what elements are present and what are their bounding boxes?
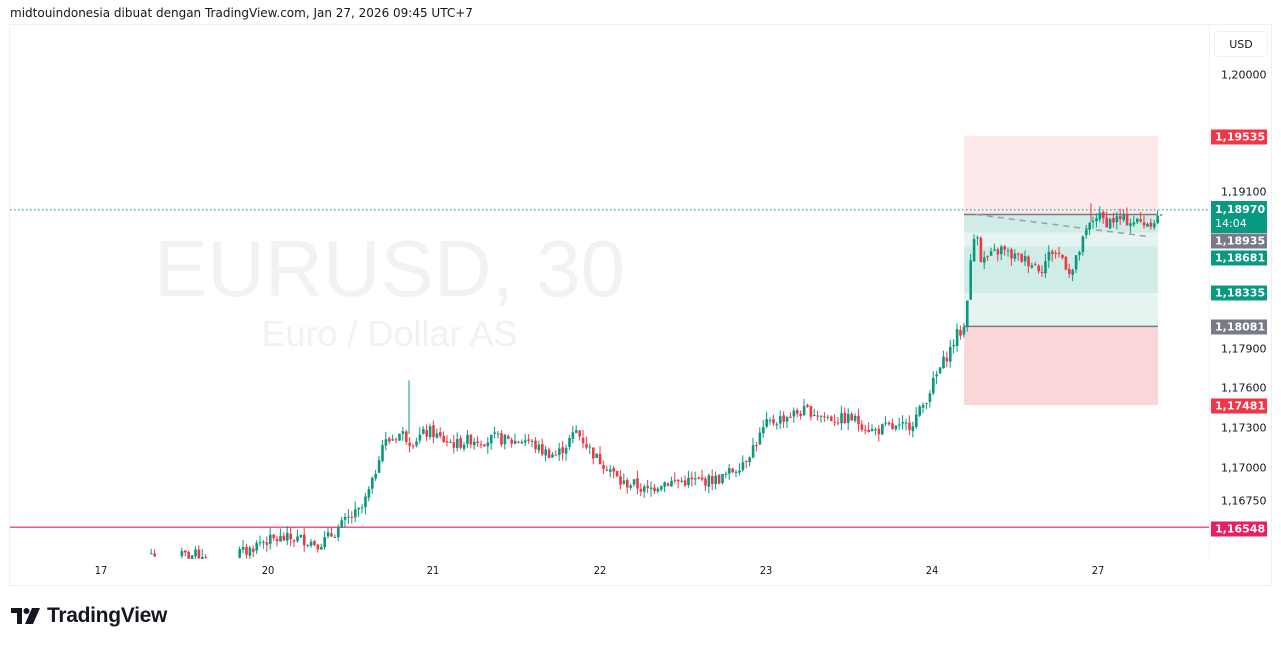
chart-attribution: midtouindonesia dibuat dengan TradingVie… bbox=[10, 6, 473, 20]
chart-plot-area[interactable]: EURUSD, 30 Euro / Dollar AS bbox=[10, 25, 1209, 559]
stop-price-tag: 1,17481 bbox=[1211, 398, 1267, 414]
entry-price-tag: 1,18081 bbox=[1211, 319, 1267, 335]
price-tick: 1,16750 bbox=[1221, 494, 1267, 508]
price-tick: 1,19100 bbox=[1221, 185, 1267, 199]
time-tick: 23 bbox=[759, 564, 773, 577]
price-tick: 1,17600 bbox=[1221, 381, 1267, 395]
price-tick: 1,17000 bbox=[1221, 461, 1267, 475]
horizontal-line-tag: 1,16548 bbox=[1211, 521, 1267, 537]
time-tick: 20 bbox=[261, 564, 275, 577]
candlestick-chart bbox=[10, 135, 1209, 559]
target-price-tag: 1,19535 bbox=[1211, 129, 1267, 145]
tradingview-logo-icon bbox=[11, 608, 40, 624]
time-axis[interactable]: 17 20 21 22 23 24 27 bbox=[10, 559, 1209, 585]
time-tick: 27 bbox=[1091, 564, 1105, 577]
time-tick: 24 bbox=[925, 564, 939, 577]
time-tick: 21 bbox=[426, 564, 440, 577]
price-axis[interactable]: USD 1,20000 1,19100 1,17900 1,17600 1,17… bbox=[1209, 25, 1272, 559]
price-tick: 1,17900 bbox=[1221, 342, 1267, 356]
last-price-tag: 1,18970 14:04 bbox=[1211, 201, 1267, 233]
gray-level-tag: 1,18935 bbox=[1211, 233, 1267, 249]
last-price-value: 1,18970 bbox=[1215, 203, 1266, 216]
price-tick: 1,20000 bbox=[1221, 68, 1267, 82]
green-lower-tag: 1,18335 bbox=[1211, 285, 1267, 301]
tradingview-brand: TradingView bbox=[47, 604, 168, 627]
bar-countdown: 14:04 bbox=[1215, 217, 1247, 230]
green-level-tag: 1,18681 bbox=[1211, 250, 1267, 266]
time-tick: 17 bbox=[94, 564, 108, 577]
currency-button[interactable]: USD bbox=[1214, 31, 1268, 57]
time-tick: 22 bbox=[593, 564, 607, 577]
price-tick: 1,17300 bbox=[1221, 421, 1267, 435]
tradingview-logo[interactable]: TradingView bbox=[11, 604, 167, 628]
